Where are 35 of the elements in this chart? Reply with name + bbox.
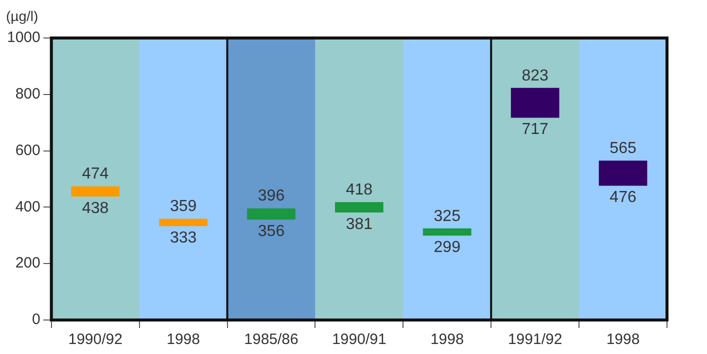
bar — [510, 88, 560, 118]
y-axis-title: (µg/l) — [6, 8, 38, 24]
x-tick-label: 1991/92 — [508, 331, 562, 348]
annotation: 476 — [610, 189, 636, 206]
annotation: 333 — [170, 230, 197, 246]
y-tick-label: 800 — [15, 86, 40, 103]
y-tick-label: 200 — [15, 254, 40, 272]
bar — [335, 202, 384, 213]
bar — [159, 218, 208, 226]
y-tick-label: 400 — [15, 198, 40, 216]
annotation: 418 — [346, 182, 373, 199]
annotation: 359 — [170, 198, 197, 216]
x-tick-label: 1990/91 — [332, 331, 386, 348]
annotation: 396 — [258, 188, 285, 205]
bar — [422, 228, 472, 236]
x-tick-label: 1998 — [430, 331, 464, 348]
x-tick-label: 1985/86 — [244, 331, 298, 348]
bar — [71, 186, 120, 196]
y-tick-label: 1000 — [6, 29, 40, 46]
bar — [598, 160, 648, 186]
x-tick-label: 1998 — [606, 331, 640, 348]
annotation: 438 — [82, 200, 109, 217]
annotation: 325 — [434, 208, 461, 225]
annotation: 565 — [610, 140, 636, 158]
x-tick-label: 1990/92 — [68, 331, 122, 348]
x-tick-label: 1998 — [166, 331, 200, 348]
annotation: 299 — [434, 239, 461, 256]
bar — [247, 208, 296, 220]
y-tick-label: 0 — [32, 311, 40, 328]
annotation: 381 — [346, 216, 373, 233]
annotation: 474 — [82, 166, 109, 183]
y-tick-label: 600 — [15, 142, 40, 159]
annotation: 356 — [258, 223, 285, 240]
annotation: 717 — [522, 121, 549, 138]
annotation: 823 — [522, 67, 549, 84]
